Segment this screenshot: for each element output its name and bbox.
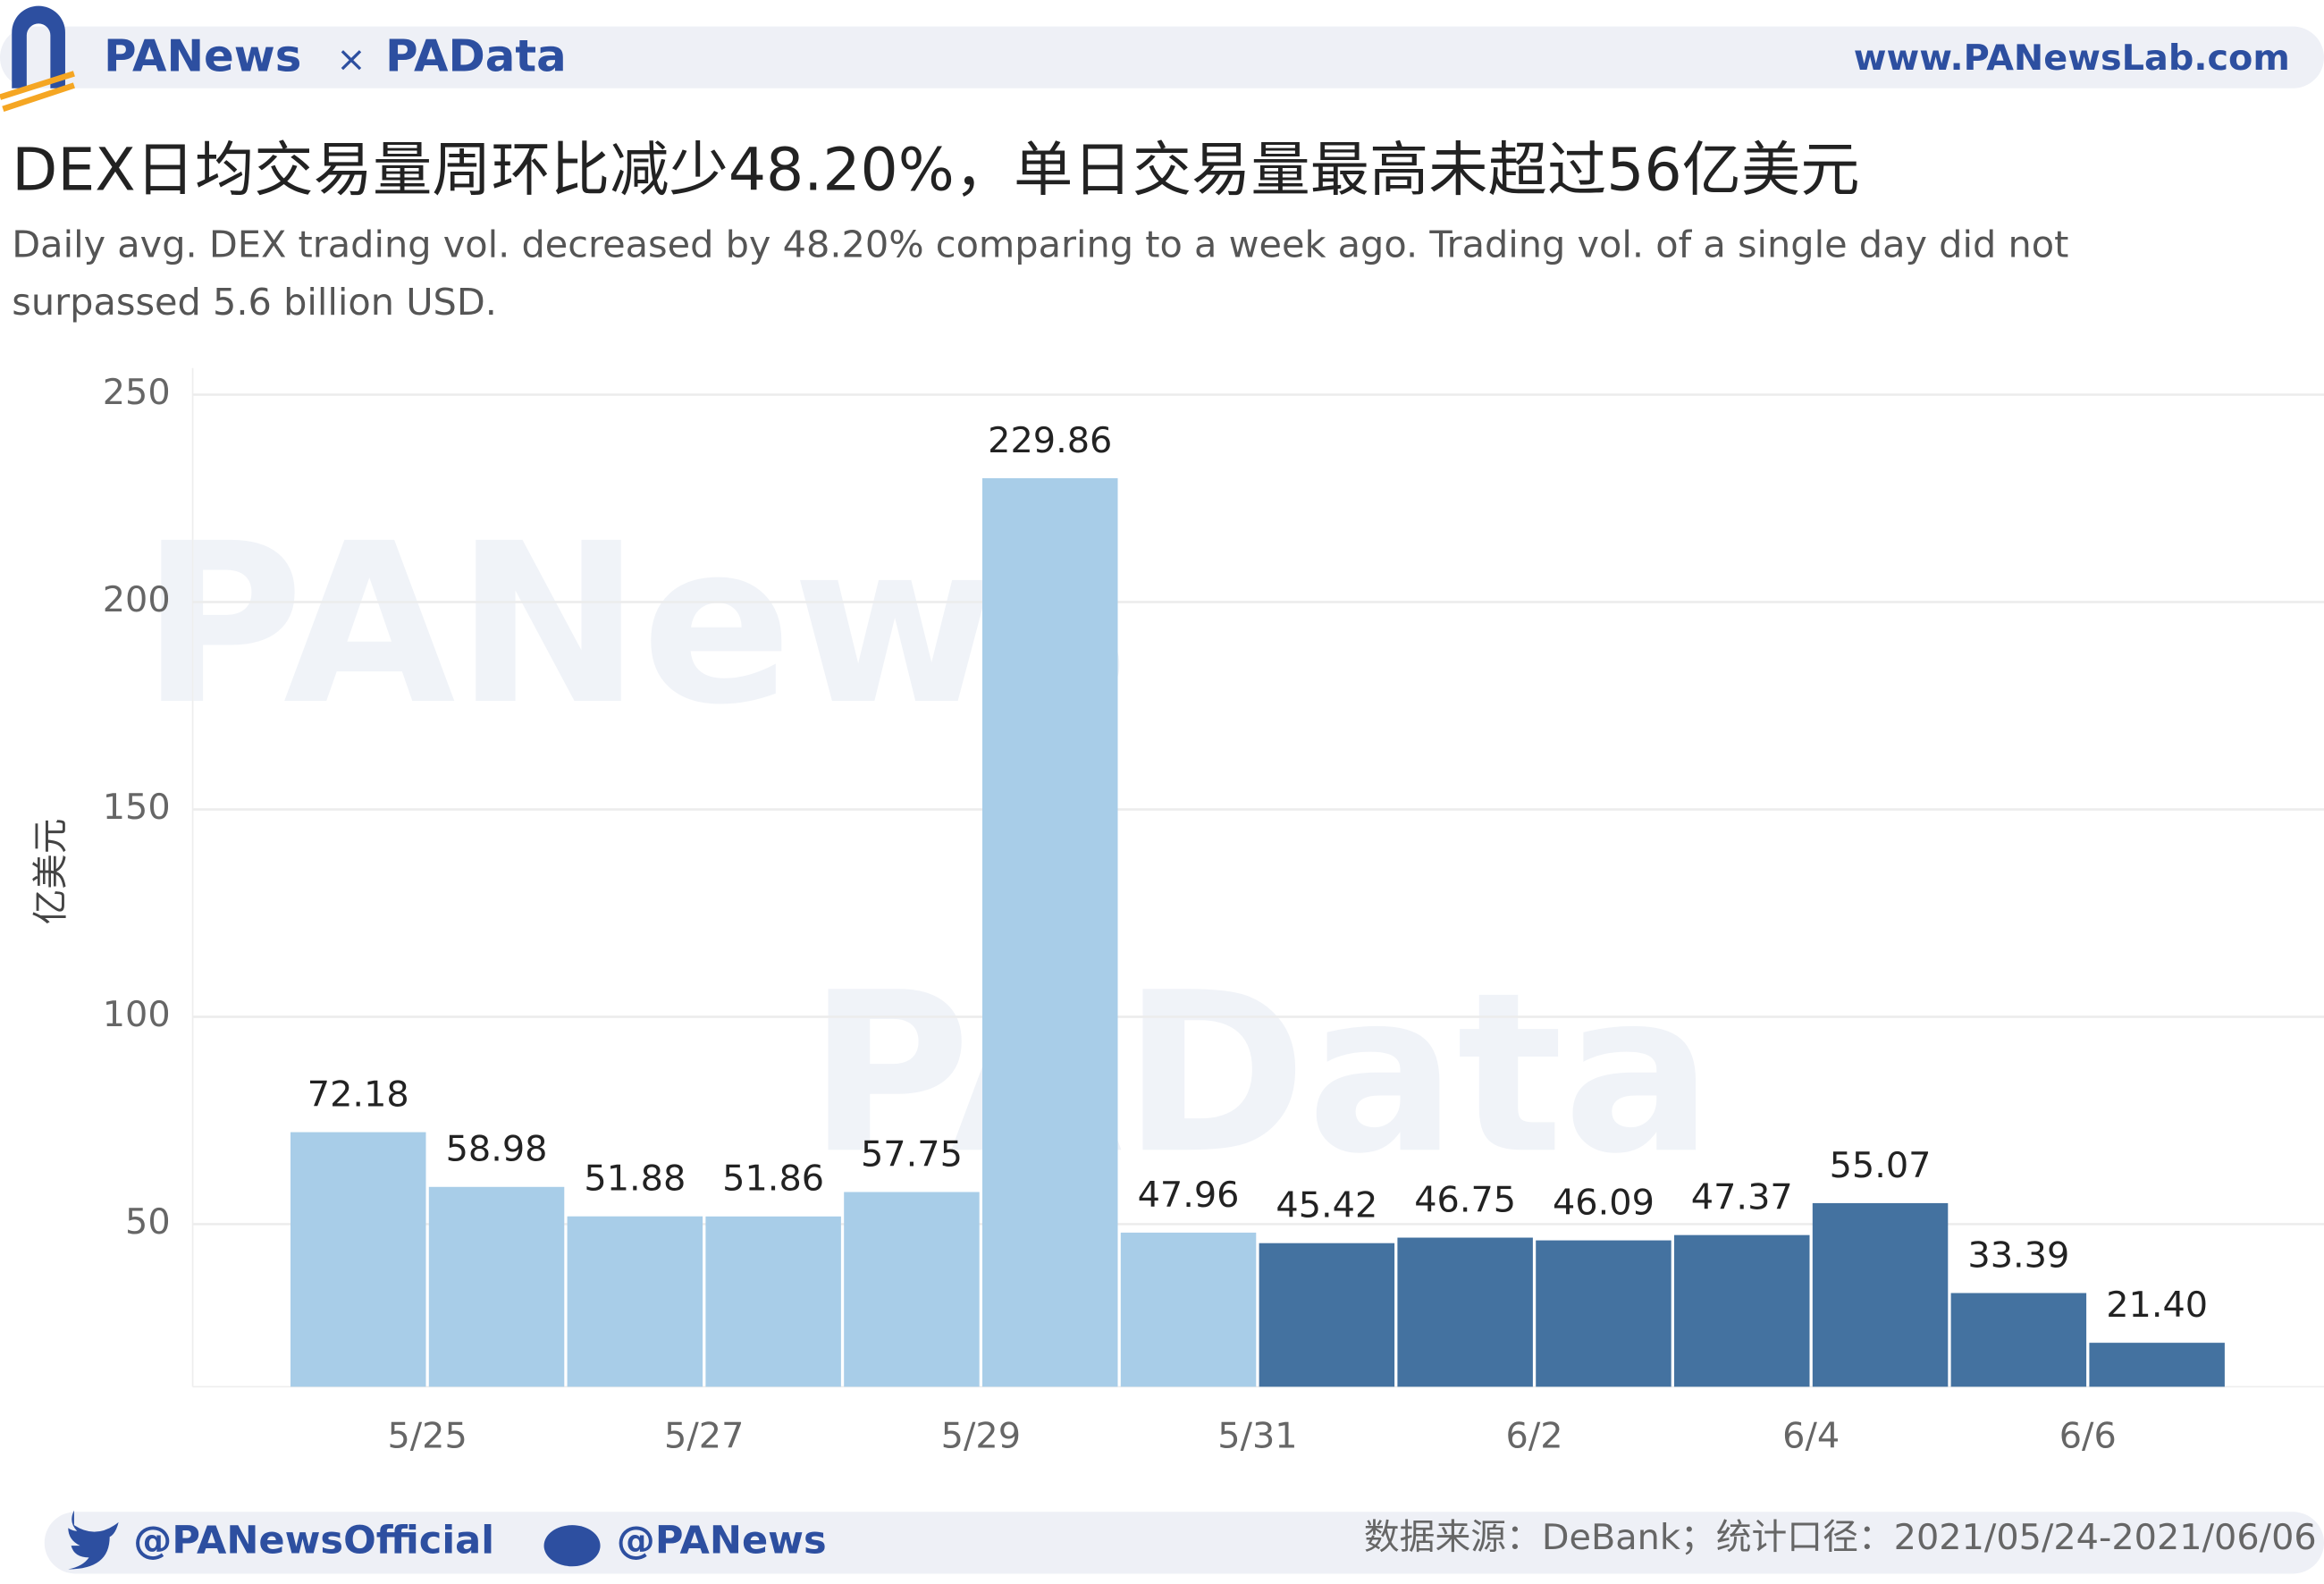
value-label: 51.88: [584, 1159, 686, 1200]
y-tick-label: 150: [103, 787, 171, 828]
bar: [1812, 1202, 1949, 1387]
value-label: 46.75: [1414, 1180, 1516, 1221]
bar: [2089, 1343, 2225, 1387]
x-tick-label: 6/2: [1506, 1416, 1563, 1457]
bar: [428, 1186, 565, 1387]
watermark: PANews: [141, 497, 1131, 754]
twitter-handle: @PANewsOfficial: [133, 1518, 494, 1563]
x-tick-label: 5/29: [941, 1416, 1021, 1457]
bar: [844, 1192, 980, 1387]
url: www.PANewsLab.com: [1854, 38, 2290, 79]
value-label: 229.86: [988, 420, 1112, 461]
subtitle: surpassed 5.6 billion USD.: [12, 281, 497, 324]
brand: PANews: [104, 29, 301, 81]
value-label: 57.75: [861, 1134, 963, 1175]
footer-bar: [44, 1512, 2324, 1574]
y-axis-title: 亿美元: [30, 819, 72, 925]
x-tick-label: 6/4: [1782, 1416, 1840, 1457]
bar: [982, 477, 1118, 1387]
header-bar: [0, 26, 2324, 88]
x-tick-label: 5/31: [1217, 1416, 1297, 1457]
value-label: 21.40: [2106, 1285, 2208, 1326]
value-label: 47.37: [1691, 1177, 1793, 1218]
subtitle: Daily avg. DEX trading vol. decreased by…: [12, 223, 2068, 266]
bar: [1120, 1232, 1257, 1387]
bar: [1950, 1293, 2087, 1387]
logo-stripes: [0, 71, 75, 112]
chart-title: DEX日均交易量周环比减少48.20%，单日交易量最高未超过56亿美元: [12, 136, 1859, 205]
y-tick-label: 50: [125, 1201, 171, 1243]
value-label: 33.39: [1967, 1235, 2069, 1276]
value-label: 72.18: [307, 1074, 409, 1116]
bar: [1397, 1237, 1533, 1387]
y-tick-label: 200: [103, 579, 171, 620]
value-label: 46.09: [1553, 1183, 1655, 1224]
x-tick-label: 5/27: [664, 1416, 744, 1457]
weibo-icon: [543, 1525, 601, 1567]
value-label: 55.07: [1830, 1145, 1932, 1186]
x-tick-label: 6/6: [2059, 1416, 2117, 1457]
value-label: 47.96: [1138, 1175, 1240, 1216]
bar: [290, 1132, 426, 1387]
value-label: 51.86: [722, 1159, 824, 1200]
value-label: 58.98: [446, 1129, 548, 1170]
twitter-icon: [68, 1510, 119, 1570]
bar: [567, 1216, 703, 1387]
weibo-handle: @PANews: [617, 1518, 827, 1563]
logo: [12, 5, 65, 88]
separator: ×: [336, 39, 366, 80]
bar: [1674, 1234, 1810, 1387]
value-label: 45.42: [1276, 1185, 1377, 1226]
bar: [705, 1216, 841, 1387]
x-tick-label: 5/25: [387, 1416, 467, 1457]
y-tick-label: 100: [103, 994, 171, 1035]
bar: [1536, 1240, 1671, 1387]
watermark: PAData: [808, 946, 1714, 1202]
source: 数据来源：DeBank；统计口径：2021/05/24-2021/06/06: [1364, 1517, 2317, 1558]
y-tick-label: 250: [103, 372, 171, 413]
brand2: PAData: [385, 29, 567, 81]
bar: [1259, 1243, 1395, 1387]
